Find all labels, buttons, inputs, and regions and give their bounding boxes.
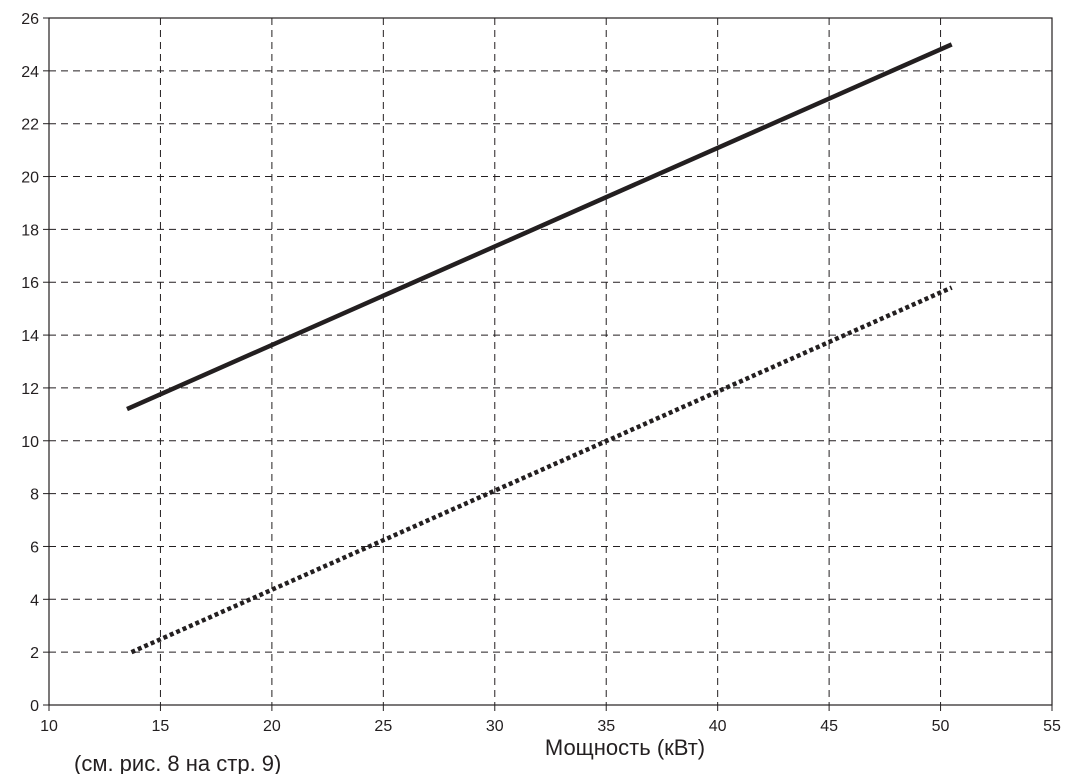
y-tick-label: 12 xyxy=(21,381,39,398)
x-axis-title: Мощность (кВт) xyxy=(545,735,705,760)
x-tick-label: 55 xyxy=(1043,718,1061,735)
y-tick-label: 0 xyxy=(30,698,39,715)
plot-frame xyxy=(48,17,1053,706)
y-tick-label: 2 xyxy=(30,645,39,662)
grid-layer xyxy=(49,18,1052,705)
y-tick-label: 4 xyxy=(30,592,39,609)
x-tick-label: 50 xyxy=(932,718,950,735)
x-tick-label: 10 xyxy=(40,718,58,735)
x-tick-label: 40 xyxy=(709,718,727,735)
x-tick-labels: 10 15 20 25 30 35 40 45 50 55 xyxy=(40,705,1061,735)
figure-reference-note: (см. рис. 8 на стр. 9) xyxy=(74,751,281,774)
y-tick-label: 18 xyxy=(21,222,39,239)
y-tick-label: 24 xyxy=(21,64,39,81)
y-tick-label: 26 xyxy=(21,11,39,28)
x-tick-label: 25 xyxy=(374,718,392,735)
x-tick-label: 30 xyxy=(486,718,504,735)
y-tick-label: 16 xyxy=(21,275,39,292)
x-tick-label: 35 xyxy=(597,718,615,735)
dotted-series-line xyxy=(130,285,953,655)
solid-series-line xyxy=(126,42,953,412)
x-tick-label: 45 xyxy=(820,718,838,735)
y-tick-label: 6 xyxy=(30,539,39,556)
y-tick-label: 10 xyxy=(21,434,39,451)
y-tick-label: 14 xyxy=(21,328,39,345)
x-tick-label: 15 xyxy=(152,718,170,735)
y-tick-label: 20 xyxy=(21,170,39,187)
y-tick-label: 8 xyxy=(30,487,39,504)
x-tick-label: 20 xyxy=(263,718,281,735)
y-tick-label: 22 xyxy=(21,117,39,134)
series-layer xyxy=(126,42,953,655)
